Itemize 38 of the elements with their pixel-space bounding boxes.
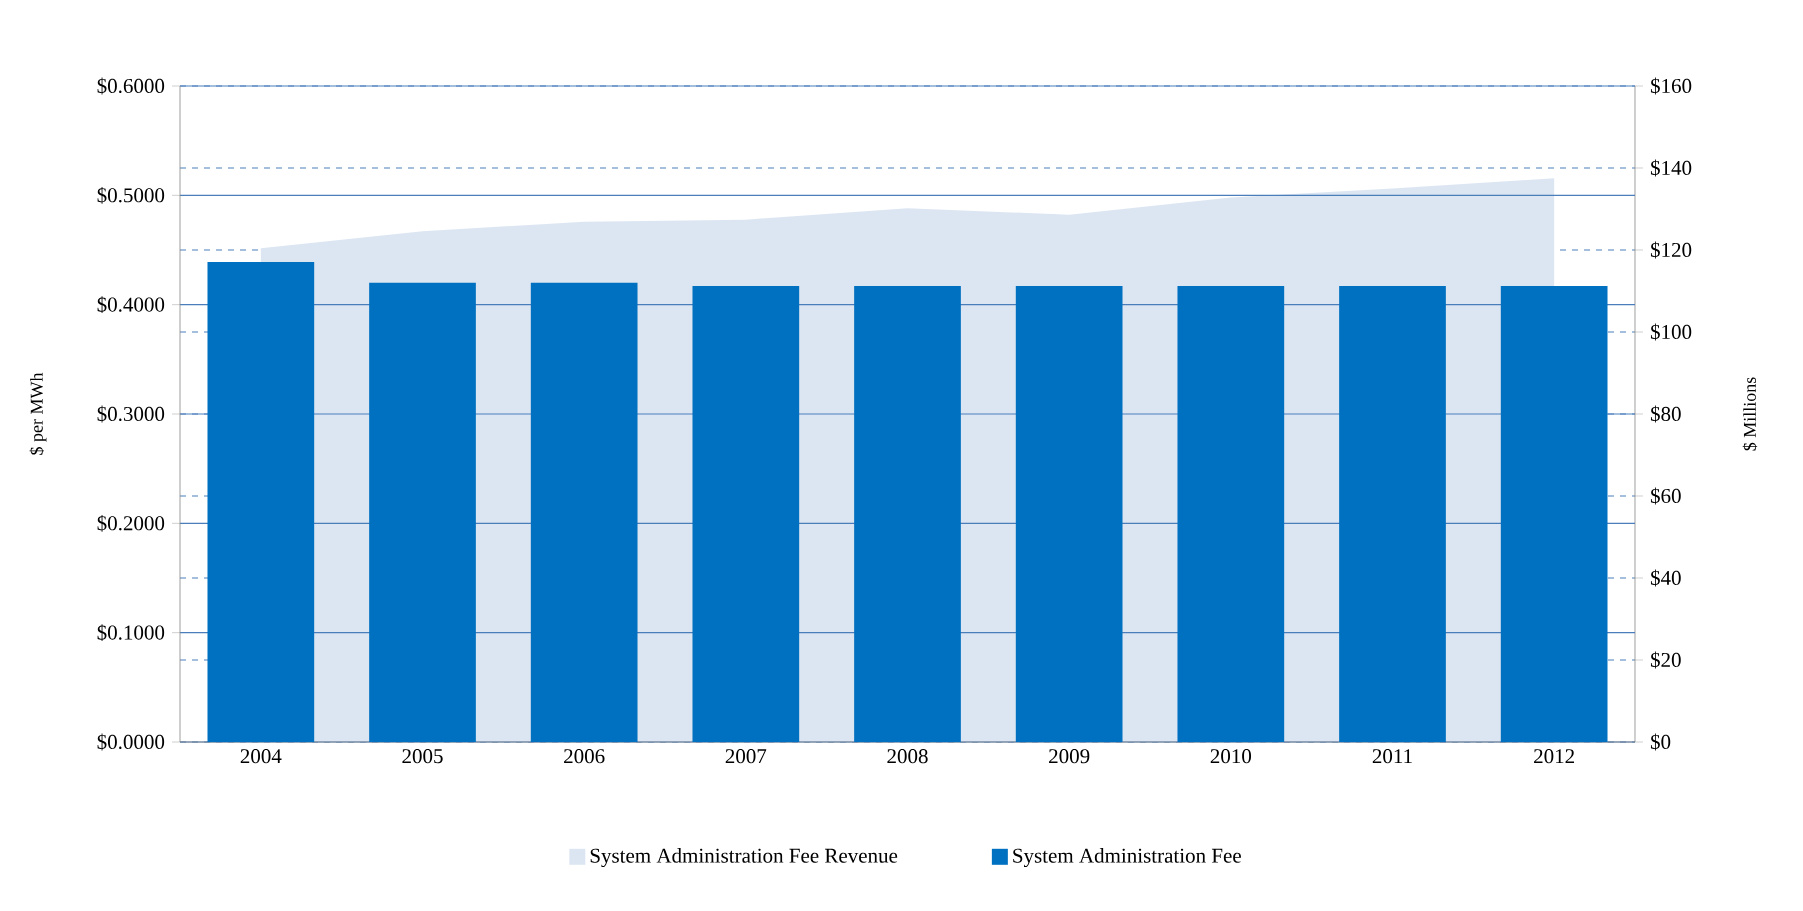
y-tick-label: $0.0000 [97, 733, 165, 751]
y-tick-label: $0.4000 [97, 296, 165, 314]
bar [1500, 286, 1608, 742]
y-tick-label: $0.1000 [97, 624, 165, 642]
bar [854, 286, 961, 742]
x-tick-label: 2004 [240, 749, 282, 764]
y2-tick-label: $160 [1650, 77, 1692, 95]
x-tick-label: 2010 [1210, 749, 1252, 764]
bar [1177, 286, 1285, 742]
x-tick-label: 2011 [1372, 749, 1412, 764]
bar [692, 286, 800, 742]
y2-tick-label: $140 [1650, 159, 1692, 177]
y2-tick-label: $80 [1650, 405, 1681, 423]
legend-label: System Administration Fee [1013, 848, 1241, 868]
y2-tick-label: $20 [1650, 651, 1681, 669]
bar [530, 282, 638, 742]
x-tick-label: 2006 [564, 749, 605, 764]
y2-tick-label: $120 [1650, 241, 1692, 259]
y-tick-label: $0.2000 [97, 514, 165, 532]
x-tick-label: 2012 [1534, 749, 1575, 764]
y-axis-title: $ per MWh [29, 372, 47, 455]
x-tick-label: 2007 [725, 749, 767, 764]
bar [369, 282, 476, 742]
y2-tick-label: $60 [1650, 487, 1681, 505]
x-tick-label: 2009 [1049, 749, 1090, 764]
y-tick-label: $0.6000 [97, 77, 165, 95]
y-tick-label: $0.3000 [97, 405, 165, 423]
bar [207, 262, 315, 742]
bar [1339, 286, 1446, 742]
x-tick-label: 2008 [887, 749, 928, 764]
y2-tick-label: $40 [1650, 569, 1681, 587]
x-tick-label: 2005 [402, 749, 443, 764]
y-tick-label: $0.5000 [97, 186, 165, 204]
y2-tick-label: $100 [1650, 323, 1692, 341]
y2-tick-label: $0 [1650, 733, 1671, 751]
bar [1015, 286, 1123, 742]
y2-axis-title: $ Millions [1742, 377, 1758, 451]
legend-label: System Administration Fee Revenue [590, 848, 898, 868]
